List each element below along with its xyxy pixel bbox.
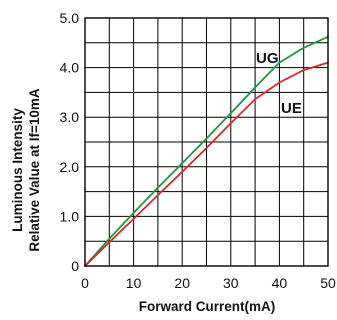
y-tick-label: 1.0 [60,208,80,224]
x-tick-label: 10 [126,275,142,291]
series-line-ug [84,35,329,267]
y-axis-title-line2: Relative Value at If=10mA [27,88,42,251]
x-axis-title: Forward Current(mA) [139,299,276,314]
x-tick-label: 30 [223,275,239,291]
y-tick-labels: 0 1.0 2.0 3.0 4.0 5.0 [60,10,80,274]
y-tick-label: 4.0 [60,60,80,76]
y-axis-title: Luminous Intensity Relative Value at If=… [10,88,42,251]
x-tick-labels: 0 10 20 30 40 50 [81,275,336,291]
x-tick-label: 40 [272,275,288,291]
series-lines [84,35,329,267]
y-axis-title-line1: Luminous Intensity [10,108,25,232]
y-tick-label: 3.0 [60,109,80,125]
plot-frame [84,17,329,267]
series-label-ue: UE [281,100,302,117]
series-label-ug: UG [256,50,279,67]
x-tick-label: 50 [320,275,336,291]
grid-lines [85,18,328,266]
x-tick-label: 20 [174,275,190,291]
y-tick-label: 5.0 [60,10,80,26]
y-tick-label: 0 [71,258,79,274]
x-tick-label: 0 [81,275,89,291]
series-line-ue [84,61,329,267]
y-tick-label: 2.0 [60,159,80,175]
